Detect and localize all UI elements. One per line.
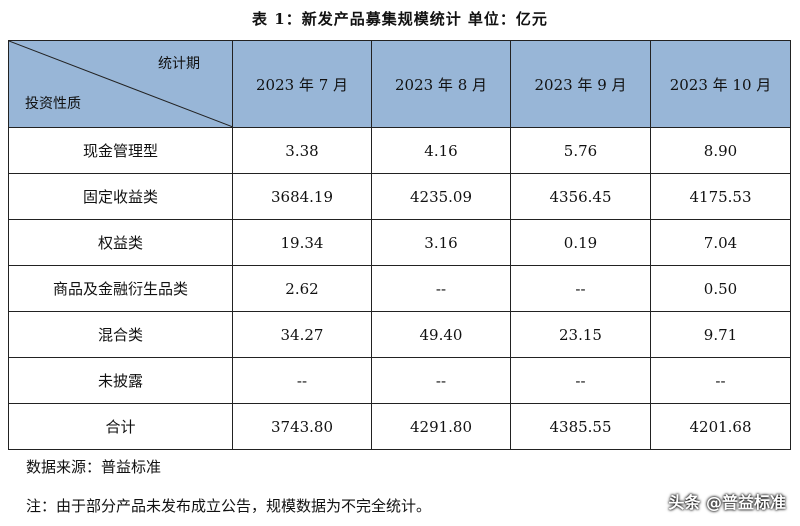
table-title: 表 1：新发产品募集规模统计 单位：亿元 [252,10,548,28]
table-cell: 23.15 [510,311,651,358]
table-cell: 7.04 [650,219,791,266]
table-cell: -- [510,265,651,312]
table-cell: 5.76 [510,127,651,174]
row-label: 混合类 [8,311,233,358]
table-cell: 4235.09 [371,173,511,220]
table-cell: -- [650,357,791,404]
table-row: 现金管理型 3.38 4.16 5.76 8.90 [8,127,791,174]
table-cell: -- [371,265,511,312]
column-header: 2023 年 8 月 [371,40,511,128]
table-cell: 2.62 [232,265,372,312]
table-row: 混合类 34.27 49.40 23.15 9.71 [8,311,791,358]
row-label: 合计 [8,403,233,450]
data-source: 数据来源：普益标准 [26,458,162,476]
table-row: 权益类 19.34 3.16 0.19 7.04 [8,219,791,266]
table-cell: 4385.55 [510,403,651,450]
table-cell: -- [232,357,372,404]
row-label: 未披露 [8,357,233,404]
table-cell: 3743.80 [232,403,372,450]
row-label: 固定收益类 [8,173,233,220]
watermark: 头条 @普益标准 [668,493,786,512]
table-cell: 0.19 [510,219,651,266]
table-cell: 34.27 [232,311,372,358]
row-label: 商品及金融衍生品类 [8,265,233,312]
table-cell: 3684.19 [232,173,372,220]
table-cell: 9.71 [650,311,791,358]
table-row: 未披露 -- -- -- -- [8,357,791,404]
table-cell: -- [371,357,511,404]
footnote: 注：由于部分产品未发布成立公告，规模数据为不完全统计。 [26,497,432,515]
row-label: 权益类 [8,219,233,266]
table-cell: 8.90 [650,127,791,174]
table-cell: 3.16 [371,219,511,266]
table-cell: 4.16 [371,127,511,174]
table-cell: 4356.45 [510,173,651,220]
corner-label-period: 统计期 [158,56,200,72]
corner-header-cell: 统计期 投资性质 [8,40,233,128]
statistics-table: 统计期 投资性质 2023 年 7 月 2023 年 8 月 2023 年 9 … [8,40,791,450]
table-cell: 4201.68 [650,403,791,450]
column-header: 2023 年 9 月 [510,40,651,128]
table-cell: 3.38 [232,127,372,174]
table-cell: 49.40 [371,311,511,358]
column-header: 2023 年 10 月 [650,40,791,128]
table-cell: 4175.53 [650,173,791,220]
corner-label-type: 投资性质 [25,96,81,112]
table-cell: -- [510,357,651,404]
diagonal-divider [9,41,233,127]
table-cell: 0.50 [650,265,791,312]
table-cell: 4291.80 [371,403,511,450]
column-header: 2023 年 7 月 [232,40,372,128]
header-row: 统计期 投资性质 2023 年 7 月 2023 年 8 月 2023 年 9 … [8,40,791,128]
row-label: 现金管理型 [8,127,233,174]
total-row: 合计 3743.80 4291.80 4385.55 4201.68 [8,403,791,450]
table-row: 商品及金融衍生品类 2.62 -- -- 0.50 [8,265,791,312]
table-cell: 19.34 [232,219,372,266]
table-row: 固定收益类 3684.19 4235.09 4356.45 4175.53 [8,173,791,220]
